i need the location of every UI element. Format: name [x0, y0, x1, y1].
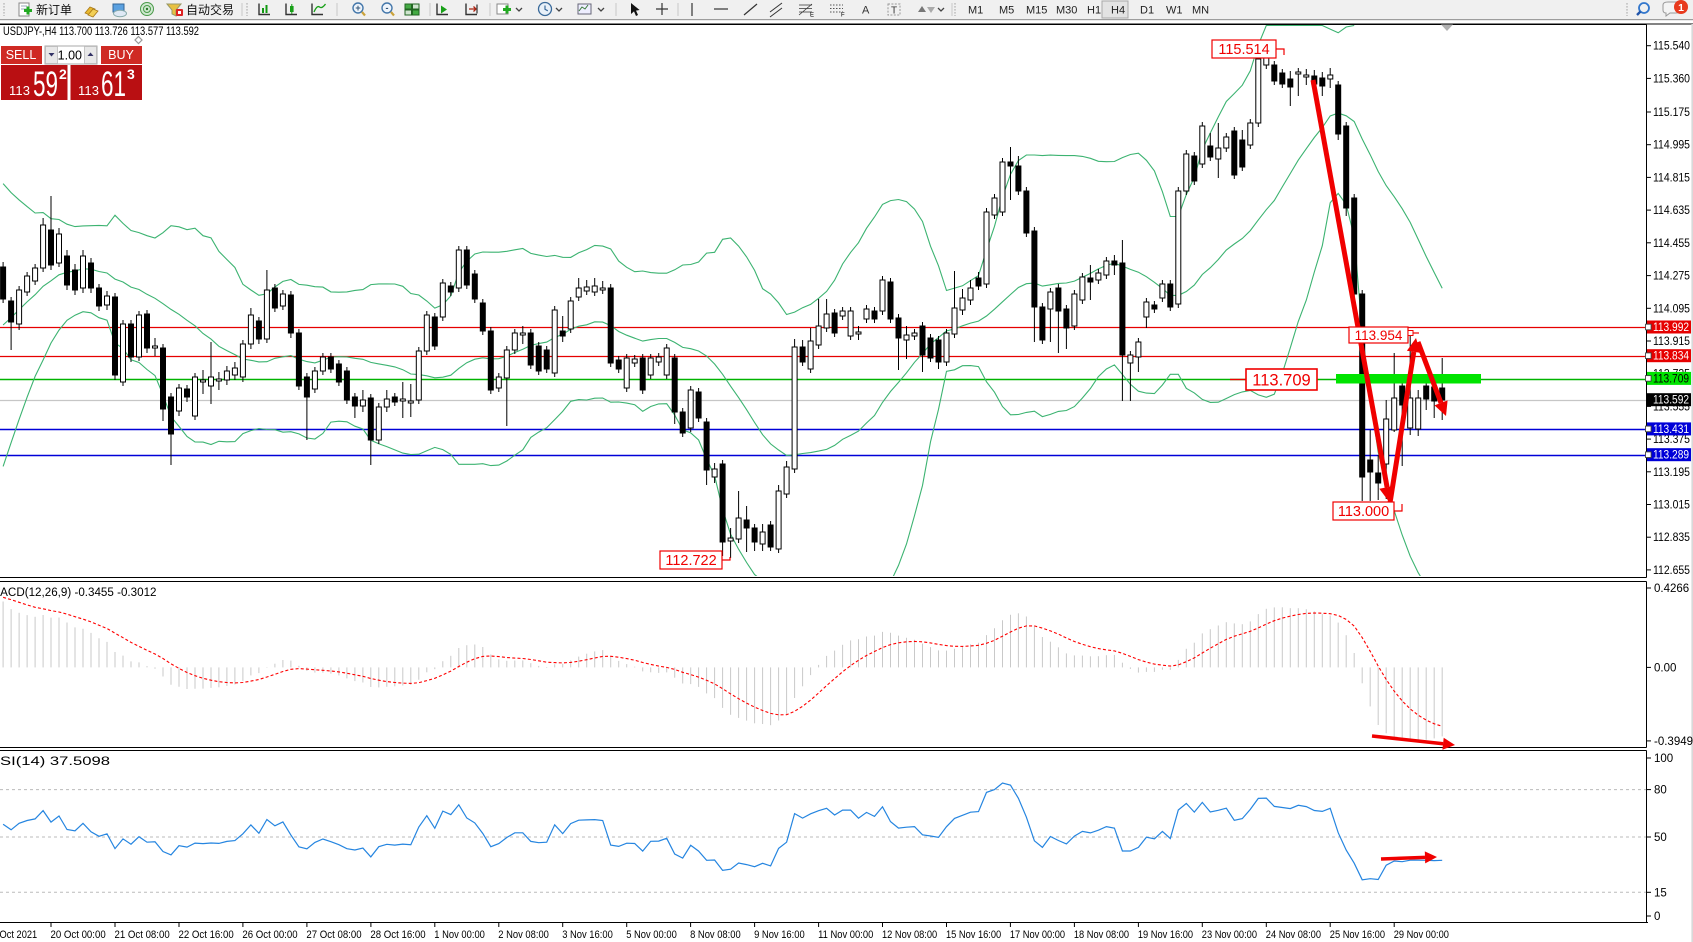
svg-text:18 Nov 08:00: 18 Nov 08:00 — [1074, 929, 1129, 941]
svg-text:21 Oct 08:00: 21 Oct 08:00 — [115, 929, 170, 941]
svg-text:114.995: 114.995 — [1653, 140, 1690, 152]
svg-text:-: - — [386, 3, 389, 13]
svg-text:1.00: 1.00 — [58, 49, 82, 63]
svg-text:24 Nov 08:00: 24 Nov 08:00 — [1266, 929, 1321, 941]
svg-text:113.992: 113.992 — [1653, 322, 1689, 334]
svg-text:112.655: 112.655 — [1653, 565, 1690, 577]
svg-text:50: 50 — [1654, 832, 1667, 844]
svg-text:20 Oct 00:00: 20 Oct 00:00 — [51, 929, 106, 941]
svg-text:自动交易: 自动交易 — [186, 2, 234, 17]
svg-text:23 Nov 00:00: 23 Nov 00:00 — [1202, 929, 1257, 941]
svg-text:113.289: 113.289 — [1653, 450, 1689, 462]
svg-text:SELL: SELL — [6, 48, 37, 62]
svg-text:+: + — [355, 3, 360, 13]
svg-text:BUY: BUY — [108, 48, 134, 62]
svg-text:1 Nov 00:00: 1 Nov 00:00 — [434, 929, 485, 941]
svg-text:115.175: 115.175 — [1653, 107, 1690, 119]
svg-text:M30: M30 — [1056, 5, 1077, 17]
svg-text:113.834: 113.834 — [1653, 351, 1690, 363]
svg-text:15: 15 — [1654, 887, 1667, 899]
svg-text:80: 80 — [1654, 785, 1667, 797]
svg-text:114.275: 114.275 — [1653, 271, 1690, 283]
svg-text:USDJPY-,H4 113.700 113.726 11: USDJPY-,H4 113.700 113.726 113.577 113.5… — [3, 26, 199, 38]
svg-text:113.709: 113.709 — [1653, 373, 1689, 385]
svg-text:61: 61 — [101, 65, 126, 104]
svg-text:E: E — [810, 13, 814, 19]
svg-text:3: 3 — [127, 66, 135, 82]
svg-text:0.4266: 0.4266 — [1654, 583, 1689, 595]
svg-text:H4: H4 — [1111, 5, 1125, 17]
svg-text:113.375: 113.375 — [1653, 434, 1690, 446]
svg-text:114.455: 114.455 — [1653, 238, 1690, 250]
svg-text:114.635: 114.635 — [1653, 205, 1690, 217]
svg-text:112.722: 112.722 — [665, 553, 716, 569]
svg-text:113.915: 113.915 — [1653, 336, 1690, 348]
svg-text:29 Nov 00:00: 29 Nov 00:00 — [1394, 929, 1449, 941]
svg-text:12 Nov 08:00: 12 Nov 08:00 — [882, 929, 937, 941]
svg-text:2 Nov 08:00: 2 Nov 08:00 — [498, 929, 549, 941]
svg-text:5 Nov 00:00: 5 Nov 00:00 — [626, 929, 677, 941]
svg-text:M5: M5 — [999, 5, 1014, 17]
svg-text:113: 113 — [78, 83, 99, 98]
svg-text:26 Oct 00:00: 26 Oct 00:00 — [242, 929, 297, 941]
svg-text:15 Nov 16:00: 15 Nov 16:00 — [946, 929, 1001, 941]
svg-text:MN: MN — [1192, 5, 1209, 17]
svg-text:25 Nov 16:00: 25 Nov 16:00 — [1330, 929, 1385, 941]
svg-text:H1: H1 — [1087, 5, 1101, 17]
svg-text:27 Oct 08:00: 27 Oct 08:00 — [306, 929, 361, 941]
svg-text:113: 113 — [9, 83, 30, 98]
svg-text:19 Oct 2021: 19 Oct 2021 — [0, 929, 37, 941]
svg-text:17 Nov 00:00: 17 Nov 00:00 — [1010, 929, 1065, 941]
svg-text:115.514: 115.514 — [1218, 42, 1269, 58]
svg-text:F: F — [841, 13, 845, 19]
svg-text:9 Nov 16:00: 9 Nov 16:00 — [754, 929, 805, 941]
svg-text:100: 100 — [1654, 753, 1673, 765]
svg-text:113.431: 113.431 — [1653, 424, 1689, 436]
svg-text:新订单: 新订单 — [36, 2, 72, 17]
svg-text:113.592: 113.592 — [1653, 395, 1689, 407]
svg-text:1: 1 — [1678, 2, 1684, 14]
svg-text:113.000: 113.000 — [1338, 504, 1389, 520]
svg-text:112.835: 112.835 — [1653, 532, 1690, 544]
svg-text:T: T — [891, 6, 897, 17]
svg-text:59: 59 — [33, 65, 58, 104]
svg-text:3 Nov 16:00: 3 Nov 16:00 — [562, 929, 613, 941]
svg-text:A: A — [862, 5, 870, 17]
svg-text:113.015: 113.015 — [1653, 500, 1690, 512]
svg-text:2: 2 — [59, 66, 67, 82]
svg-text:8 Nov 08:00: 8 Nov 08:00 — [690, 929, 741, 941]
svg-text:MACD(12,26,9) -0.3455 -0.3012: MACD(12,26,9) -0.3455 -0.3012 — [0, 587, 157, 599]
svg-text:RSI(14) 37.5098: RSI(14) 37.5098 — [0, 756, 110, 768]
svg-text:114.095: 114.095 — [1653, 303, 1690, 315]
svg-text:-0.3949: -0.3949 — [1654, 736, 1693, 748]
svg-text:11 Nov 00:00: 11 Nov 00:00 — [818, 929, 873, 941]
svg-text:113.954: 113.954 — [1355, 328, 1403, 343]
svg-text:W1: W1 — [1166, 5, 1183, 17]
svg-text:0: 0 — [1654, 911, 1660, 923]
svg-text:M15: M15 — [1026, 5, 1047, 17]
svg-text:114.815: 114.815 — [1653, 172, 1690, 184]
svg-text:115.360: 115.360 — [1653, 73, 1690, 85]
svg-text:22 Oct 16:00: 22 Oct 16:00 — [179, 929, 234, 941]
svg-text:0.00: 0.00 — [1654, 662, 1676, 674]
svg-text:D1: D1 — [1140, 5, 1154, 17]
svg-text:113.195: 113.195 — [1653, 467, 1690, 479]
svg-text:19 Nov 16:00: 19 Nov 16:00 — [1138, 929, 1193, 941]
svg-text:115.540: 115.540 — [1653, 41, 1690, 53]
svg-text:113.709: 113.709 — [1252, 371, 1310, 389]
svg-text:28 Oct 16:00: 28 Oct 16:00 — [370, 929, 425, 941]
svg-text:M1: M1 — [968, 5, 983, 17]
